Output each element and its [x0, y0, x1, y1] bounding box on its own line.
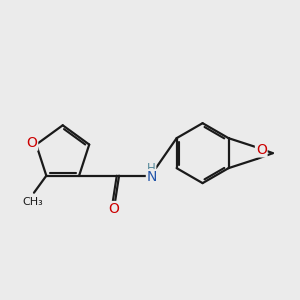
Text: O: O [108, 202, 119, 216]
Text: O: O [27, 136, 38, 150]
Text: N: N [146, 170, 157, 184]
Text: CH₃: CH₃ [22, 197, 43, 207]
Text: H: H [147, 162, 156, 176]
Text: O: O [256, 142, 267, 157]
